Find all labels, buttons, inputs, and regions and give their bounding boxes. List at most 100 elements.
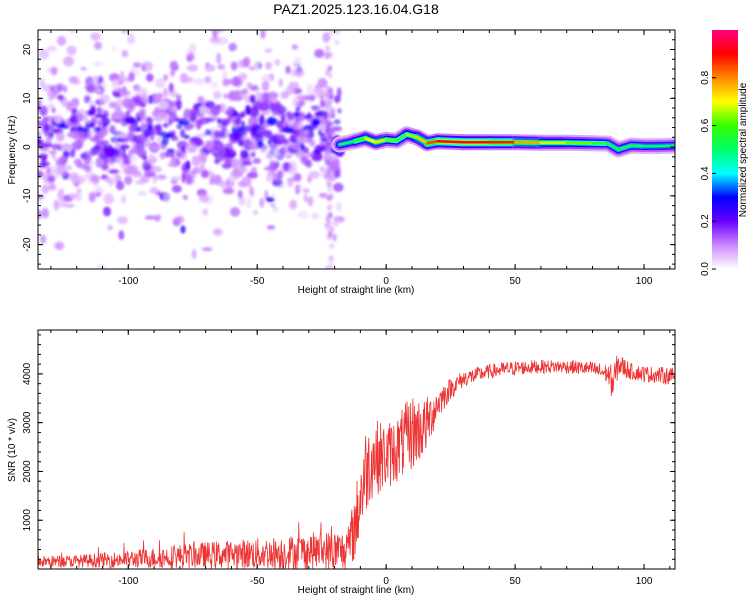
noise-blob — [93, 84, 99, 94]
x-tick-label: 0 — [383, 576, 389, 587]
noise-blob — [119, 144, 130, 150]
noise-blob — [328, 160, 340, 172]
noise-blob — [252, 209, 259, 216]
noise-blob — [333, 30, 342, 35]
noise-blob — [328, 87, 334, 94]
noise-blob — [332, 233, 337, 242]
noise-blob — [230, 133, 241, 142]
noise-blob — [314, 48, 325, 58]
noise-blob — [307, 152, 315, 158]
noise-blob — [213, 141, 225, 151]
noise-blob — [169, 107, 178, 113]
noise-blob — [127, 130, 135, 141]
noise-blob — [326, 120, 332, 127]
noise-blob — [100, 117, 111, 126]
noise-blob — [212, 228, 223, 236]
noise-blob — [88, 191, 96, 203]
noise-blob — [216, 52, 222, 64]
noise-blob — [115, 142, 120, 150]
noise-blob — [271, 178, 283, 187]
y-tick-label: 1000 — [22, 509, 33, 532]
y-tick-label: 4000 — [22, 362, 33, 385]
noise-blob — [200, 169, 210, 178]
noise-blob — [127, 33, 135, 45]
noise-blob — [260, 113, 265, 122]
noise-blob — [186, 56, 192, 62]
snr-ticks: -100 -50 0 50 100 1000 2000 3000 4000 — [22, 330, 675, 587]
noise-blob — [205, 140, 214, 151]
noise-blob — [140, 122, 148, 131]
noise-blob — [150, 166, 162, 173]
noise-blob — [53, 114, 62, 124]
noise-blob — [270, 193, 276, 198]
noise-blob — [328, 108, 334, 115]
noise-blob — [142, 160, 151, 172]
noise-blob — [116, 181, 125, 191]
noise-blob — [274, 58, 281, 66]
noise-blob — [253, 61, 259, 71]
noise-blob — [39, 48, 49, 60]
noise-blob — [216, 117, 221, 124]
noise-blob — [224, 78, 234, 85]
noise-blob — [170, 136, 179, 141]
noise-blob — [83, 95, 91, 104]
noise-blob — [296, 95, 308, 100]
noise-blob — [263, 166, 273, 171]
noise-blob — [115, 157, 124, 164]
noise-blob — [238, 139, 244, 147]
noise-blob — [117, 216, 128, 225]
noise-blob — [75, 191, 82, 202]
noise-blob — [303, 129, 310, 135]
noise-blob — [179, 72, 189, 84]
noise-blob — [38, 141, 46, 151]
noise-blob — [97, 120, 102, 127]
spectrogram-x-axis-label: Height of straight line (km) — [298, 285, 415, 296]
signal-ridge — [331, 126, 675, 158]
noise-blob — [260, 146, 266, 153]
noise-blob — [324, 51, 330, 58]
noise-blob — [231, 169, 244, 178]
noise-blob — [90, 161, 96, 166]
noise-blob — [57, 123, 67, 129]
noise-blob — [161, 135, 169, 146]
x-tick-label: 0 — [383, 276, 389, 287]
noise-blob — [186, 77, 194, 83]
noise-blob — [171, 185, 182, 193]
y-tick-label: 0 — [22, 144, 33, 150]
noise-blob — [201, 247, 213, 252]
noise-blob — [198, 152, 208, 161]
noise-blob — [193, 78, 205, 85]
noise-blob — [202, 208, 209, 216]
noise-blob — [131, 172, 143, 178]
noise-blob — [155, 94, 163, 103]
noise-blob — [325, 216, 331, 223]
noise-blob — [286, 112, 295, 121]
noise-blob — [326, 167, 331, 174]
noise-blob — [76, 175, 86, 184]
noise-blob — [259, 197, 265, 208]
noise-blob — [287, 166, 298, 176]
noise-blob — [51, 154, 57, 160]
noise-blobs — [38, 30, 345, 269]
noise-blob — [322, 32, 331, 43]
ridge-segment — [395, 133, 409, 142]
noise-blob — [89, 105, 96, 116]
noise-blob — [97, 106, 102, 114]
noise-blob — [240, 120, 246, 132]
noise-blob — [217, 123, 222, 129]
noise-blob — [45, 166, 52, 175]
noise-blob — [265, 196, 275, 203]
noise-blob — [163, 87, 168, 98]
noise-blob — [329, 243, 335, 250]
x-tick-label: 50 — [510, 276, 522, 287]
noise-blob — [214, 151, 225, 162]
spectrogram-frame — [37, 29, 676, 270]
noise-blob — [308, 95, 316, 101]
noise-blob — [163, 192, 171, 203]
noise-blob — [287, 178, 294, 188]
ridge-segment — [415, 136, 429, 145]
noise-blob — [89, 136, 100, 143]
noise-blob — [56, 132, 65, 142]
noise-blob — [174, 117, 181, 122]
noise-blob — [166, 148, 175, 154]
